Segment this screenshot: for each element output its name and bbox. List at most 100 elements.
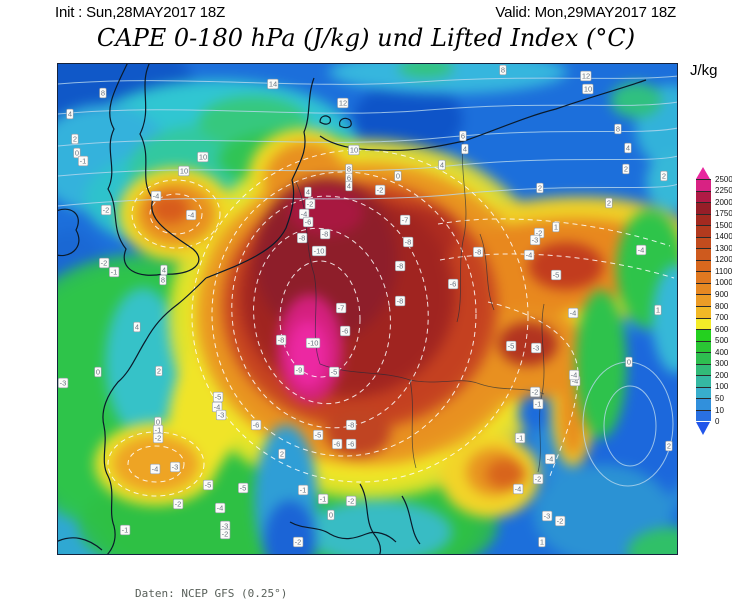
lifted-index-value: -3 — [542, 511, 552, 521]
lifted-index-value: -5 — [213, 392, 223, 402]
lifted-index-value: 4 — [438, 160, 446, 170]
legend-tick-label: 1500 — [715, 220, 732, 230]
lifted-index-value: -8 — [297, 233, 307, 243]
lifted-index-value: -4 — [212, 402, 222, 412]
cape-field-blob — [398, 64, 454, 78]
legend-band — [696, 306, 711, 318]
lifted-index-value: 2 — [278, 449, 286, 459]
lifted-index-value: -6 — [332, 439, 342, 449]
legend-tick-label: 100 — [715, 382, 729, 392]
lifted-index-value: -5 — [506, 341, 516, 351]
lifted-index-value: -9 — [294, 365, 304, 375]
legend-bands — [696, 179, 711, 422]
lifted-index-value: 10 — [197, 152, 209, 162]
lifted-index-value: 2 — [605, 198, 613, 208]
legend-tick-label: 500 — [715, 336, 729, 346]
lifted-index-value: -2 — [346, 496, 356, 506]
lifted-index-value: -7 — [336, 303, 346, 313]
lifted-index-value: -1 — [78, 156, 88, 166]
lifted-index-value: 8 — [614, 124, 622, 134]
lifted-index-value: 0 — [73, 148, 81, 158]
attribution: Daten: NCEP GFS (0.25°) (C) Wetterzentra… — [135, 556, 287, 606]
lifted-index-value: -8 — [473, 247, 483, 257]
lifted-index-value: -4 — [570, 376, 580, 386]
lifted-index-value: -8 — [346, 420, 356, 430]
legend-tick-label: 2250 — [715, 186, 732, 196]
lifted-index-value: 0 — [94, 367, 102, 377]
lifted-index-value: 0 — [154, 417, 162, 427]
lifted-index-value: -4 — [150, 464, 160, 474]
lifted-index-value: -2 — [534, 228, 544, 238]
lifted-index-value: -2 — [293, 537, 303, 547]
lifted-index-value: -2 — [305, 199, 315, 209]
legend-band — [696, 282, 711, 295]
lifted-index-value: -3 — [220, 521, 230, 531]
lifted-index-value: -5 — [329, 367, 339, 377]
legend-tick-label: 200 — [715, 370, 729, 380]
cape-field-blob — [303, 500, 453, 554]
legend-band — [696, 386, 711, 399]
lifted-index-value: 2 — [155, 366, 163, 376]
lifted-index-value: 4 — [133, 322, 141, 332]
legend-band — [696, 179, 711, 191]
legend-band — [696, 375, 711, 387]
lifted-index-value: 10 — [348, 145, 360, 155]
lifted-index-value: -10 — [312, 246, 326, 256]
lifted-index-value: 12 — [580, 71, 592, 81]
lifted-index-value: 4 — [66, 109, 74, 119]
lifted-index-value: 2 — [665, 441, 673, 451]
lifted-index-value: 0 — [327, 510, 335, 520]
legend-band — [696, 259, 711, 272]
legend-tick-label: 1000 — [715, 278, 732, 288]
cape-field-blob — [610, 82, 662, 118]
legend-band — [696, 329, 711, 341]
lifted-index-value: -1 — [533, 399, 543, 409]
lifted-index-value: -1 — [109, 267, 119, 277]
legend-tick-label: 1200 — [715, 255, 732, 265]
lifted-index-value: -3 — [170, 462, 180, 472]
lifted-index-value: -2 — [555, 516, 565, 526]
lifted-index-value: -5 — [551, 270, 561, 280]
lifted-index-value: -2 — [530, 387, 540, 397]
legend-unit-label: J/kg — [690, 62, 718, 79]
lifted-index-value: -2 — [220, 529, 230, 539]
lifted-index-value: 10 — [582, 84, 594, 94]
lifted-index-value: 8 — [99, 88, 107, 98]
lifted-index-value: -8 — [320, 229, 330, 239]
cape-field-blob — [325, 407, 391, 457]
legend-band — [696, 248, 711, 260]
lifted-index-value: 8 — [499, 65, 507, 75]
legend-band — [696, 294, 711, 307]
lifted-index-value: -1 — [298, 485, 308, 495]
lifted-index-value: 4 — [624, 143, 632, 153]
page-title: CAPE 0-180 hPa (J/kg) und Lifted Index (… — [96, 24, 636, 52]
lifted-index-value: -2 — [153, 433, 163, 443]
lifted-index-value: -4 — [568, 308, 578, 318]
lifted-index-value: -1 — [153, 425, 163, 435]
lifted-index-value: -5 — [203, 480, 213, 490]
legend-band — [696, 352, 711, 364]
lifted-index-value: -4 — [513, 484, 523, 494]
legend-tick-label: 50 — [715, 393, 724, 403]
legend-tick-label: 700 — [715, 313, 729, 323]
lifted-index-value: 1 — [552, 222, 560, 232]
legend-band — [696, 398, 711, 410]
lifted-index-value: -4 — [545, 454, 555, 464]
lifted-index-value: 6 — [459, 131, 467, 141]
lifted-index-value: 14 — [267, 79, 279, 89]
lifted-index-value: 6 — [345, 173, 353, 183]
lifted-index-value: -3 — [530, 235, 540, 245]
lifted-index-value: -1 — [318, 494, 328, 504]
lifted-index-value: -4 — [215, 503, 225, 513]
lifted-index-value: -3 — [216, 410, 226, 420]
lifted-index-value: -4 — [186, 210, 196, 220]
lifted-index-value: -6 — [303, 217, 313, 227]
lifted-index-value: -2 — [533, 474, 543, 484]
lifted-index-value: -4 — [636, 245, 646, 255]
legend-tick-label: 800 — [715, 301, 729, 311]
lifted-index-value: -2 — [173, 499, 183, 509]
lifted-index-value: 1 — [538, 537, 546, 547]
lifted-index-value: -10 — [306, 338, 320, 348]
lifted-index-value: -8 — [395, 296, 405, 306]
